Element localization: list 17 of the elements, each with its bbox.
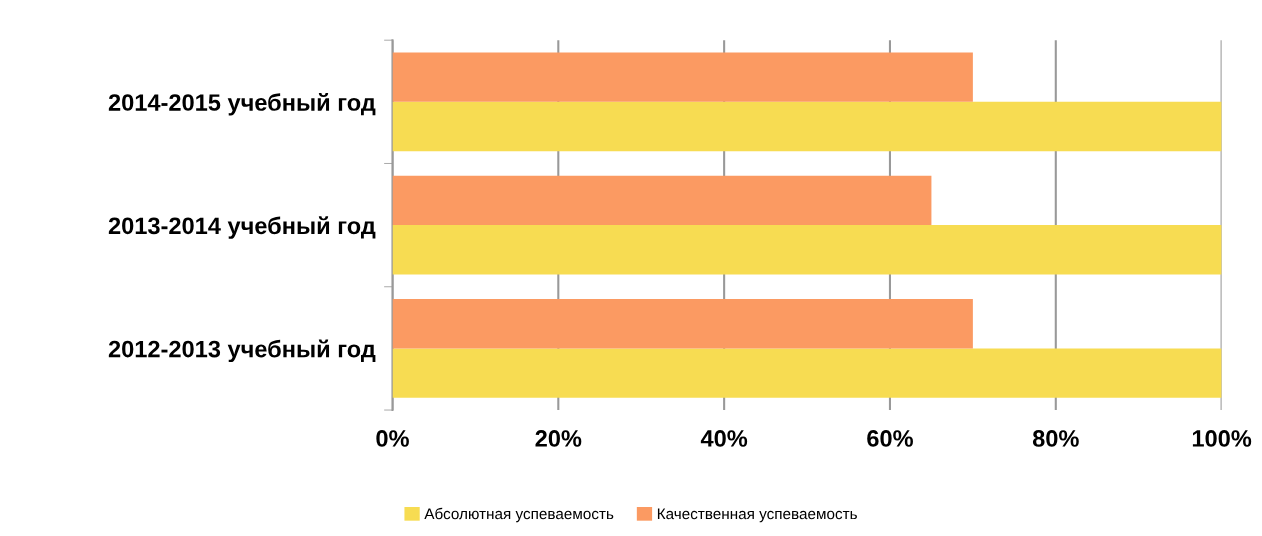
bar — [392, 225, 1222, 275]
y-tick-label: 2013-2014 учебный год — [108, 216, 376, 239]
legend-label: Абсолютная успеваемость — [424, 507, 614, 523]
bar — [392, 348, 1222, 398]
x-tick-label: 40% — [700, 430, 748, 447]
bar — [392, 52, 973, 102]
x-tick-label: 0% — [376, 430, 409, 447]
bar — [392, 299, 973, 349]
bar — [392, 101, 1222, 152]
x-tick-label: 20% — [535, 430, 582, 447]
x-tick-label: 100% — [1192, 430, 1252, 447]
y-tick-label: 2014-2015 учебный год — [108, 93, 376, 116]
x-tick-label: 60% — [867, 430, 913, 447]
legend-label: Качественная успеваемость — [657, 508, 857, 523]
y-tick-label: 2012-2013 учебный год — [108, 339, 376, 363]
x-tick-label: 80% — [1032, 430, 1079, 447]
bar — [392, 175, 932, 226]
